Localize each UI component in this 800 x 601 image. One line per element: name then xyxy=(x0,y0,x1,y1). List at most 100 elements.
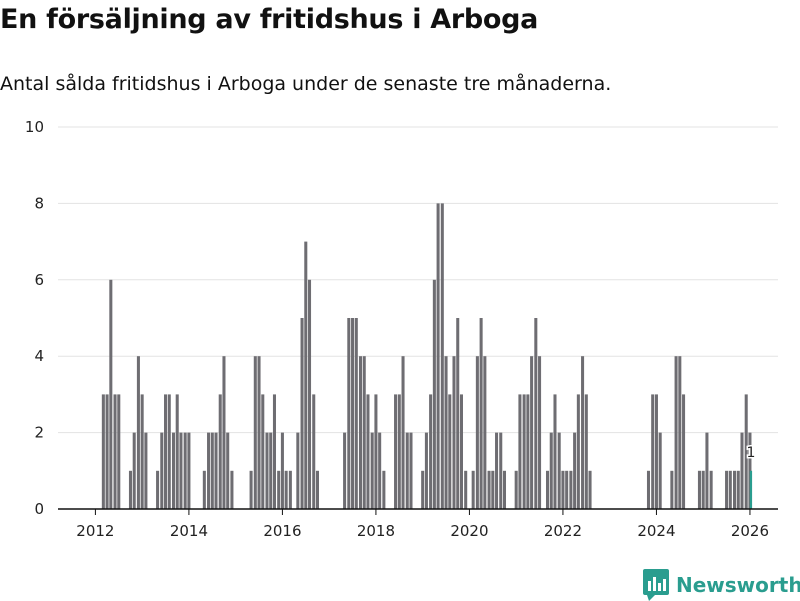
bar xyxy=(405,432,409,509)
bar xyxy=(101,394,105,509)
bar xyxy=(280,432,284,509)
y-tick-label: 0 xyxy=(34,500,44,518)
bar xyxy=(658,432,662,509)
bar xyxy=(128,470,132,509)
bar xyxy=(397,394,401,509)
bar xyxy=(522,394,526,509)
bar xyxy=(424,432,428,509)
bar xyxy=(502,470,507,509)
bar xyxy=(183,432,187,509)
bar xyxy=(308,279,312,509)
bar xyxy=(538,356,542,509)
y-tick-label: 10 xyxy=(25,118,44,136)
bar xyxy=(588,470,592,509)
bar xyxy=(347,318,351,509)
bar xyxy=(144,432,148,509)
bar xyxy=(452,356,456,509)
bar xyxy=(573,432,577,509)
brand-name: Newsworthy xyxy=(676,573,800,597)
bar xyxy=(654,394,658,509)
bar xyxy=(202,470,206,509)
bar xyxy=(354,318,358,509)
bar xyxy=(545,470,550,509)
bar xyxy=(343,432,347,509)
bar xyxy=(370,432,374,509)
bar xyxy=(421,470,425,509)
bar xyxy=(483,356,487,509)
bar xyxy=(210,432,214,509)
bar xyxy=(581,356,585,509)
x-tick-label: 2020 xyxy=(450,522,488,540)
x-tick-label: 2016 xyxy=(263,522,301,540)
bar xyxy=(382,470,386,509)
bar xyxy=(109,279,113,509)
bar xyxy=(561,470,565,509)
bar xyxy=(187,432,191,509)
bar xyxy=(222,356,226,509)
bar xyxy=(230,470,234,509)
tick-labels: 0 2 4 6 8 10 1 2012 2014 2016 2018 2020 2022 2024 2026 xyxy=(25,118,769,540)
bar xyxy=(409,432,413,509)
bar xyxy=(479,318,483,509)
x-tick-label: 2018 xyxy=(357,522,395,540)
bar xyxy=(378,432,382,509)
bar xyxy=(179,432,183,509)
bar xyxy=(464,470,468,509)
bar xyxy=(549,432,553,509)
bar xyxy=(284,470,288,509)
bar xyxy=(296,432,300,509)
gridlines xyxy=(58,126,778,434)
bar xyxy=(518,394,522,509)
bar xyxy=(105,394,109,509)
bar xyxy=(269,432,273,509)
data-label: 1 xyxy=(746,445,755,461)
bar xyxy=(725,470,729,509)
bar xyxy=(491,470,495,509)
bar xyxy=(448,394,452,509)
bar xyxy=(569,470,573,509)
bar xyxy=(171,432,175,509)
bar xyxy=(701,470,705,509)
bar xyxy=(557,432,561,509)
bar xyxy=(132,432,136,509)
x-tick-label: 2012 xyxy=(76,522,114,540)
y-tick-label: 8 xyxy=(34,194,44,212)
y-tick-label: 6 xyxy=(34,271,44,289)
bar xyxy=(736,470,740,509)
bar xyxy=(576,394,580,509)
bar xyxy=(697,470,701,509)
bar xyxy=(366,394,370,509)
bar xyxy=(249,470,253,509)
bar xyxy=(362,356,366,509)
bar xyxy=(487,470,491,509)
bar xyxy=(499,432,503,509)
bar xyxy=(651,394,655,509)
bar xyxy=(740,432,744,509)
bar xyxy=(394,394,398,509)
bar xyxy=(584,394,588,509)
bar xyxy=(207,432,211,509)
bar xyxy=(358,356,363,509)
bar xyxy=(351,318,355,509)
x-tick-label: 2014 xyxy=(170,522,208,540)
bar xyxy=(136,356,140,509)
chart-title: En försäljning av fritidshus i Arboga xyxy=(0,4,539,35)
bar xyxy=(117,394,121,509)
highlight-bar xyxy=(749,470,753,509)
bar xyxy=(214,432,218,509)
bar xyxy=(733,470,737,509)
bar xyxy=(744,394,748,509)
bar xyxy=(253,356,257,509)
bar xyxy=(646,470,651,509)
y-tick-label: 2 xyxy=(34,424,44,442)
bar xyxy=(444,356,448,509)
bar xyxy=(140,394,144,509)
bar xyxy=(156,470,160,509)
bar xyxy=(565,470,569,509)
bar xyxy=(678,356,682,509)
bar xyxy=(315,470,319,509)
x-axis xyxy=(58,508,778,515)
newsworthy-brand[interactable]: Newsworthy xyxy=(643,569,800,601)
bar xyxy=(514,470,518,509)
